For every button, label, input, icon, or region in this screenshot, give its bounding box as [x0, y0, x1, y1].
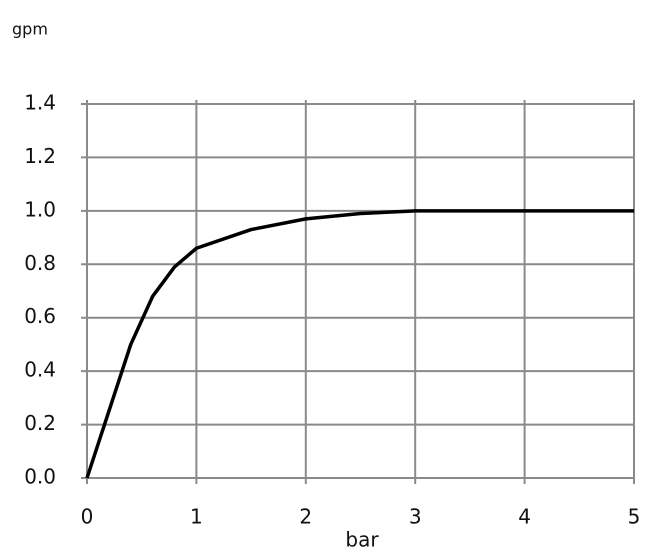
x-tick-label: 4 [518, 505, 531, 529]
y-tick-label: 0.4 [24, 358, 56, 382]
y-tick-label: 0.6 [24, 304, 56, 328]
x-tick-label: 2 [299, 505, 312, 529]
data-line [85, 209, 634, 479]
y-tick-label: 0.8 [24, 251, 56, 275]
x-axis-label: bar [345, 528, 379, 552]
y-tick-label: 1.2 [24, 144, 56, 168]
x-tick-label: 1 [190, 505, 203, 529]
y-axis-label: gpm [12, 20, 48, 39]
y-tick-label: 1.4 [24, 91, 56, 115]
x-tick-label: 3 [409, 505, 422, 529]
y-tick-label: 0.2 [24, 411, 56, 435]
y-tick-label: 0.0 [24, 465, 56, 489]
x-tick-label: 5 [628, 505, 641, 529]
x-tick-label: 0 [81, 505, 94, 529]
y-tick-label: 1.0 [24, 197, 56, 221]
